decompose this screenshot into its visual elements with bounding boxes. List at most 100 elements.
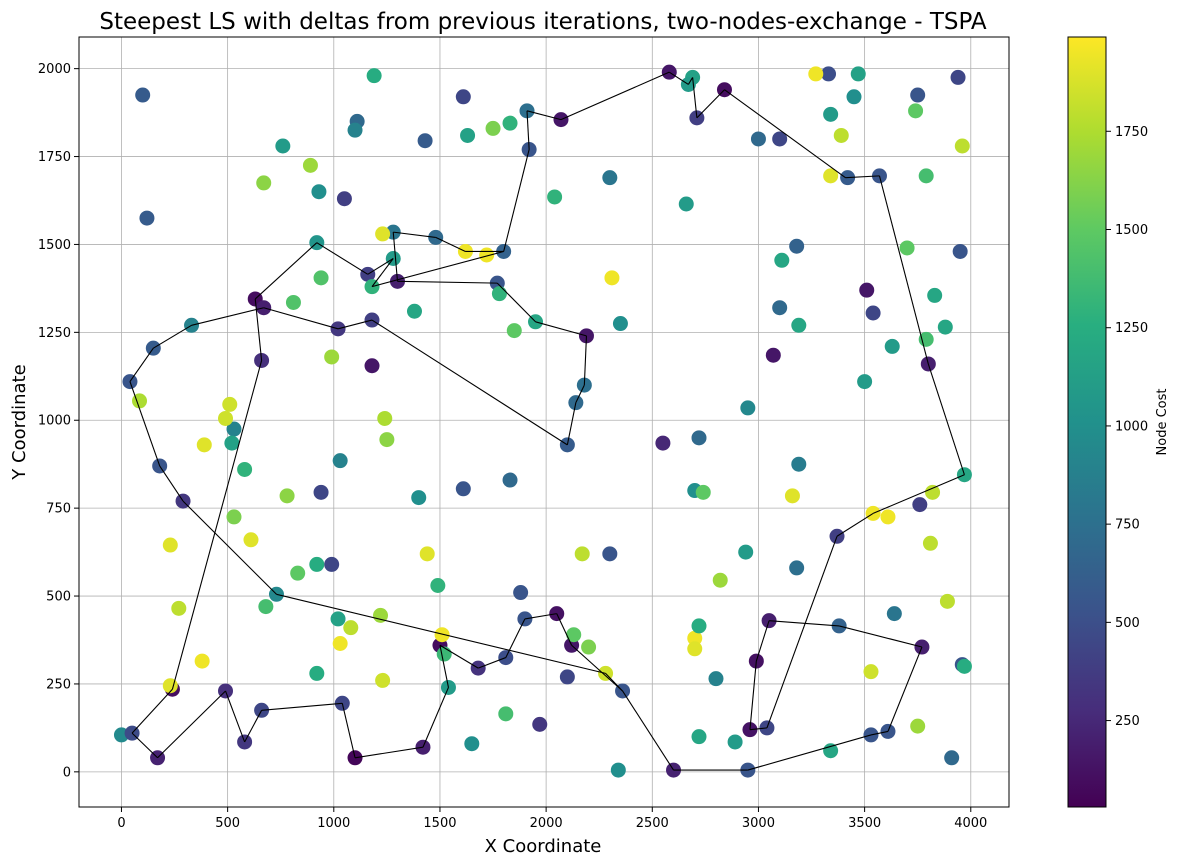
tour-edge — [747, 734, 872, 771]
node-point — [377, 410, 393, 426]
node-point — [502, 472, 518, 488]
tour-edge — [571, 644, 623, 692]
node-point — [485, 120, 501, 136]
node-point — [532, 716, 548, 732]
y-tick-label: 1250 — [38, 326, 71, 341]
y-tick-label: 1000 — [38, 414, 71, 429]
node-point — [880, 509, 896, 525]
x-axis-label: X Coordinate — [485, 836, 602, 857]
x-tick-label: 500 — [215, 816, 240, 831]
tour-edge — [692, 77, 698, 118]
node-point — [886, 606, 902, 622]
tour-edge — [263, 307, 339, 330]
tour-edge — [261, 702, 343, 711]
tour-edge — [371, 258, 394, 287]
node-point — [373, 607, 389, 623]
node-point — [846, 89, 862, 105]
x-tick-label: 4000 — [954, 816, 987, 831]
x-tick-label: 2000 — [530, 816, 563, 831]
tour-edge — [354, 746, 424, 759]
colorbar-tick-label: 1000 — [1115, 419, 1148, 434]
node-point — [411, 490, 427, 506]
node-point — [808, 66, 824, 82]
node-point — [366, 68, 382, 84]
node-point — [865, 305, 881, 321]
node-point — [162, 537, 178, 553]
tour-edge — [526, 110, 530, 150]
node-point — [139, 210, 155, 226]
tour-edge — [129, 347, 154, 382]
node-point — [750, 131, 766, 147]
tour-edge — [316, 242, 369, 275]
x-tick-label: 1000 — [317, 816, 350, 831]
grid-lines — [79, 37, 1009, 807]
node-point — [687, 630, 703, 646]
tour-edge — [749, 661, 757, 730]
tour-edge — [191, 307, 264, 326]
node-point — [196, 437, 212, 453]
y-tick-label: 750 — [46, 502, 71, 517]
tour-edge — [755, 620, 770, 662]
node-point — [434, 627, 450, 643]
tour-edge — [337, 319, 373, 330]
node-point — [772, 131, 788, 147]
tour-edge — [556, 613, 573, 646]
node-point — [833, 127, 849, 143]
node-point — [502, 115, 518, 131]
tour-edge — [477, 657, 506, 669]
node-point — [789, 560, 805, 576]
y-tick-label: 2000 — [38, 62, 71, 77]
node-point — [581, 639, 597, 655]
node-point — [944, 750, 960, 766]
node-point — [417, 133, 433, 149]
x-tick-label: 2500 — [636, 816, 669, 831]
tour-edge — [687, 77, 694, 85]
node-point — [910, 87, 926, 103]
tour-edge — [583, 335, 588, 386]
tour-edge — [131, 732, 158, 759]
colorbar-tick-label: 250 — [1115, 714, 1140, 729]
tour-edge — [503, 149, 530, 252]
node-point — [547, 189, 563, 205]
tour-edge — [129, 381, 161, 467]
tour-edge — [159, 465, 184, 502]
node-point — [612, 316, 628, 332]
tour-edge — [836, 512, 874, 537]
node-point — [857, 374, 873, 390]
node-points — [113, 64, 972, 778]
tour-edge — [566, 402, 577, 445]
node-point — [863, 664, 879, 680]
node-point — [708, 671, 724, 687]
node-point — [347, 122, 363, 138]
colorbar-tick-label: 750 — [1115, 518, 1140, 533]
tour-edge — [496, 282, 536, 323]
y-axis-ticks: 0 250 500 750 1000 1250 1500 1750 2000 — [38, 62, 79, 780]
node-point — [256, 175, 272, 191]
tour-edge — [524, 613, 557, 620]
y-tick-label: 1750 — [38, 150, 71, 165]
node-point — [691, 618, 707, 634]
chart-title: Steepest LS with deltas from previous it… — [99, 9, 986, 35]
colorbar — [1067, 36, 1107, 808]
node-point — [498, 706, 514, 722]
node-point — [691, 729, 707, 745]
node-point — [332, 453, 348, 469]
node-point — [695, 484, 711, 500]
tour-edge — [526, 110, 562, 121]
node-point — [765, 347, 781, 363]
node-point — [258, 599, 274, 615]
node-point — [687, 641, 703, 657]
node-point — [309, 665, 325, 681]
node-point — [772, 300, 788, 316]
node-point — [375, 226, 391, 242]
tour-edge — [341, 703, 356, 758]
tour-edge — [439, 645, 449, 688]
tour-edge — [622, 690, 674, 771]
node-point — [491, 286, 507, 302]
node-point — [566, 627, 582, 643]
tour-edge — [560, 71, 670, 121]
node-point — [364, 358, 380, 374]
node-point — [918, 168, 934, 184]
y-tick-label: 500 — [46, 590, 71, 605]
plot-frame — [78, 36, 1010, 808]
